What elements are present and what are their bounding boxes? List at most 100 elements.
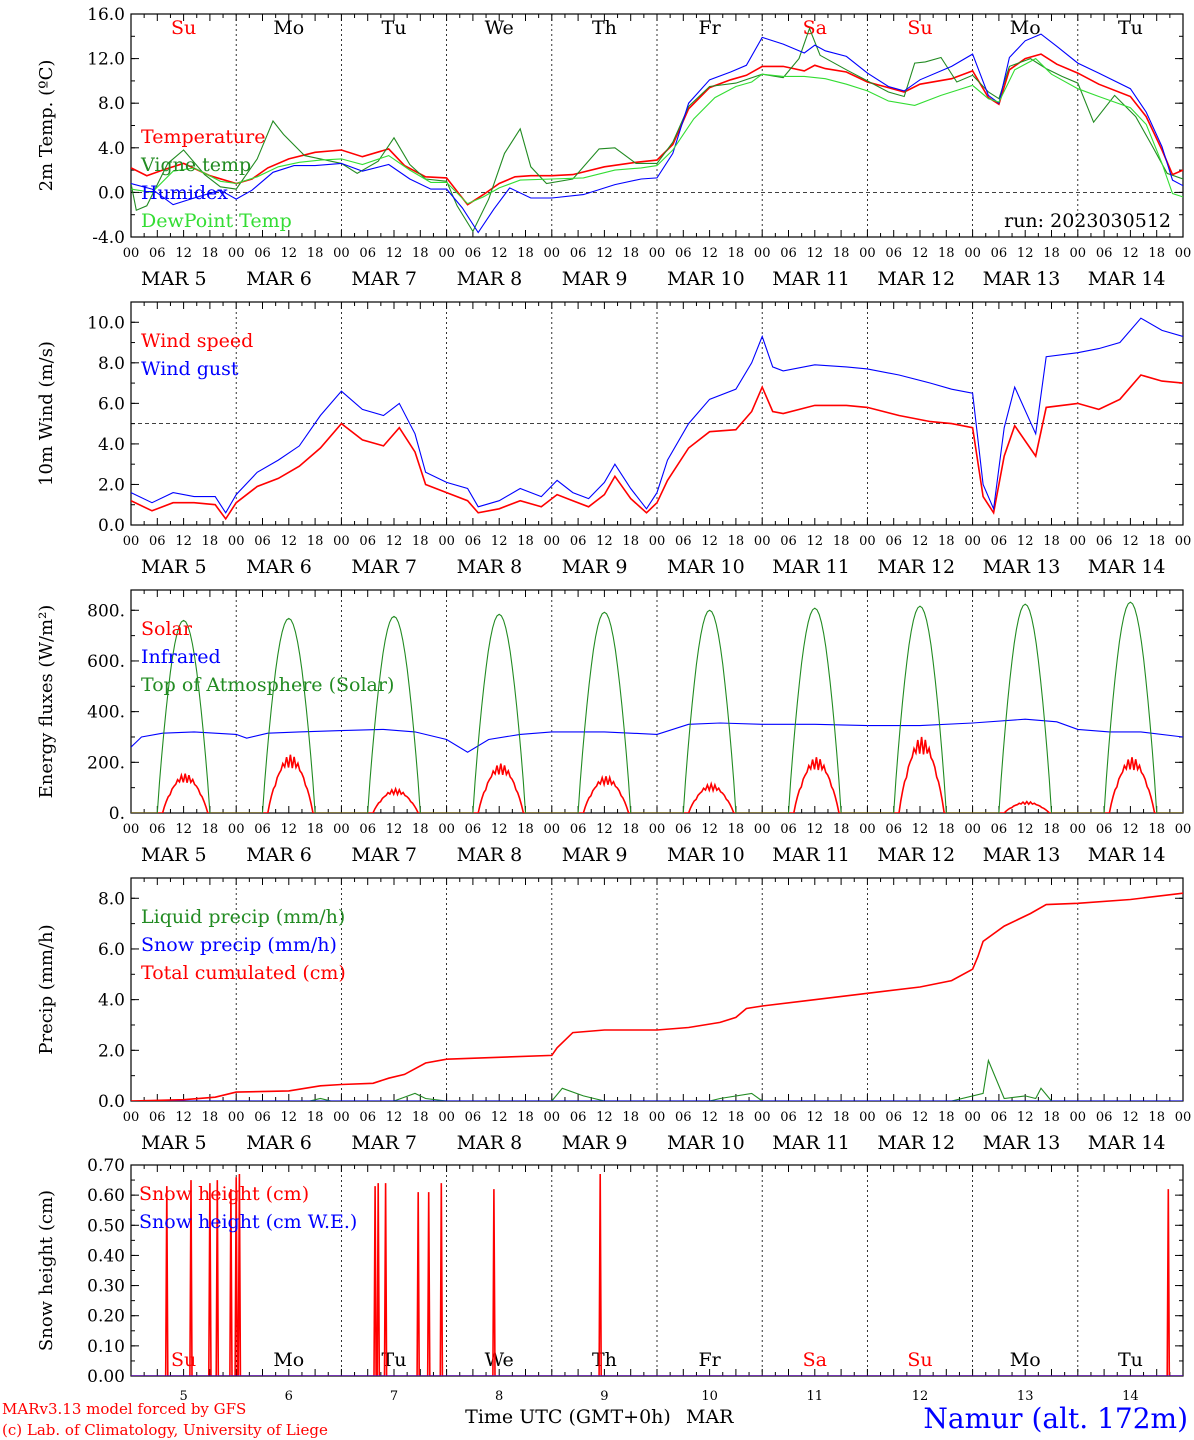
day-of-week-label: We [485,1349,514,1371]
date-label: MAR 13 [983,1132,1061,1154]
hour-tick-label: 12 [281,246,298,261]
hour-tick-label: 00 [123,534,140,549]
hour-tick-label: 12 [281,534,298,549]
series-group [131,26,1183,234]
date-label: MAR 11 [772,1132,850,1154]
hour-tick-label: 12 [1017,246,1034,261]
day-of-week-label: Th [592,17,617,39]
y-tick-label: 200. [87,753,125,773]
date-label: MAR 8 [457,556,523,578]
hour-tick-label: 06 [149,1110,166,1125]
legend-entry: Temperature [141,126,265,148]
hour-tick-label: 12 [1017,1110,1034,1125]
hour-tick-label: 18 [622,822,639,837]
hour-tick-label: 00 [123,822,140,837]
hour-tick-label: 18 [938,246,955,261]
date-label: MAR 14 [1088,556,1166,578]
date-label: MAR 10 [667,556,745,578]
date-label: MAR 12 [877,556,955,578]
day-of-week-label: Su [171,17,196,39]
date-label: MAR 9 [562,1132,628,1154]
hour-tick-label: 18 [517,822,534,837]
day-of-week-label: Th [592,1349,617,1371]
hour-tick-label: 18 [938,534,955,549]
y-tick-label: 400. [87,703,125,723]
series-line-temperature [131,53,1183,206]
hour-tick-label: 06 [149,246,166,261]
hour-tick-label: 00 [333,822,350,837]
hour-tick-label: 06 [991,822,1008,837]
hour-tick-label: 18 [1043,534,1060,549]
hour-tick-label: 12 [912,1110,929,1125]
hour-tick-label: 18 [307,1110,324,1125]
y-tick-label: 8.0 [98,354,125,374]
hour-tick-label: 06 [1096,246,1113,261]
y-tick-label: 10.0 [87,313,125,333]
y-axis-label: 2m Temp. (ºC) [36,60,57,192]
date-number-label: 9 [600,1389,608,1404]
day-of-week-label: We [485,17,514,39]
hour-tick-label: 00 [1070,534,1087,549]
hour-tick-label: 12 [175,246,192,261]
x-axis-title: Time UTC (GMT+0h) [465,1406,671,1428]
hour-tick-label: 18 [202,822,219,837]
hour-tick-label: 12 [1017,822,1034,837]
credit-line-1: MARv3.13 model forced by GFS [2,1400,246,1418]
hour-tick-label: 12 [701,534,718,549]
panel-energy: 0. 200. 400. 600. 800. Energy fluxes (W/m²) 00… [36,589,1191,866]
hour-tick-label: 00 [228,822,245,837]
legend-entry: Wind gust [141,358,239,380]
hour-tick-label: 06 [885,822,902,837]
y-tick-label: 800. [87,601,125,621]
y-tick-label: 0.10 [87,1337,125,1357]
hour-tick-label: 06 [1096,822,1113,837]
hour-tick-label: 00 [544,534,561,549]
hour-tick-label: 00 [544,822,561,837]
hour-tick-label: 06 [1096,1110,1113,1125]
hour-tick-label: 06 [465,246,482,261]
hour-tick-label: 06 [885,1110,902,1125]
legend-entry: Top of Atmosphere (Solar) [141,674,394,696]
legend-entry: Infrared [141,646,221,668]
hour-tick-label: 00 [1175,534,1192,549]
y-tick-label: 0.0 [98,183,125,203]
hour-tick-label: 00 [754,822,771,837]
chart-panels: -4.0 0.0 4.0 8.0 12.0 16.0 2m Temp. (ºC) 00 06 12… [36,5,1191,1404]
hour-tick-label: 06 [570,534,587,549]
y-tick-label: 4.0 [98,991,125,1011]
y-tick-label: 0.40 [87,1246,125,1266]
day-of-week-label: Sa [803,1349,827,1371]
y-tick-label: 600. [87,652,125,672]
hour-tick-label: 00 [649,246,666,261]
date-number-label: 10 [701,1389,718,1404]
date-number-label: 13 [1017,1389,1034,1404]
y-tick-label: 2.0 [98,475,125,495]
date-label: MAR 13 [983,844,1061,866]
hour-tick-label: 06 [991,246,1008,261]
hour-tick-label: 12 [281,822,298,837]
y-tick-label: 0.60 [87,1186,125,1206]
hour-tick-label: 00 [754,1110,771,1125]
hour-tick-label: 12 [281,1110,298,1125]
hour-tick-label: 00 [333,534,350,549]
hour-tick-label: 18 [728,822,745,837]
series-line-dewpoint-temp [131,57,1183,205]
date-label: MAR 10 [667,844,745,866]
y-tick-label: 4.0 [98,435,125,455]
hour-tick-label: 06 [991,1110,1008,1125]
hour-tick-label: 18 [833,822,850,837]
panel-wind: 0.0 2.0 4.0 6.0 8.0 10.0 10m Wind (m/s) 00 06 12 1… [36,301,1192,578]
y-tick-label: 0.20 [87,1307,125,1327]
series-group [131,892,1183,1101]
hour-tick-label: 00 [1070,1110,1087,1125]
date-label: MAR 5 [141,844,207,866]
hour-tick-label: 12 [386,534,403,549]
hour-tick-label: 12 [807,1110,824,1125]
y-tick-label: 0.0 [98,516,125,536]
hour-tick-label: 06 [885,534,902,549]
date-label: MAR 11 [772,844,850,866]
hour-tick-label: 18 [622,1110,639,1125]
date-label: MAR 7 [351,268,417,290]
hour-tick-label: 12 [386,822,403,837]
hour-tick-label: 00 [964,822,981,837]
